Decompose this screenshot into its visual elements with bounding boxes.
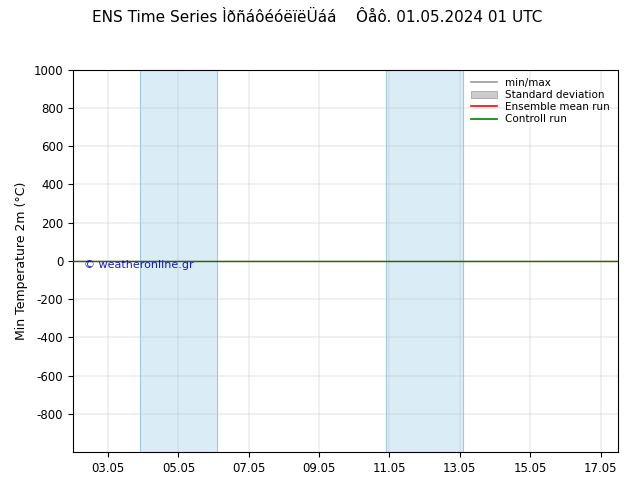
Bar — [139, 70, 217, 452]
Bar — [386, 70, 463, 452]
Legend: min/max, Standard deviation, Ensemble mean run, Controll run: min/max, Standard deviation, Ensemble me… — [467, 75, 613, 127]
Text: ENS Time Series ÌðñáôéóëïëÜáá    Ôåô. 01.05.2024 01 UTC: ENS Time Series ÌðñáôéóëïëÜáá Ôåô. 01.05… — [92, 10, 542, 25]
Y-axis label: Min Temperature 2m (°C): Min Temperature 2m (°C) — [15, 182, 28, 340]
Text: © weatheronline.gr: © weatheronline.gr — [84, 260, 193, 270]
